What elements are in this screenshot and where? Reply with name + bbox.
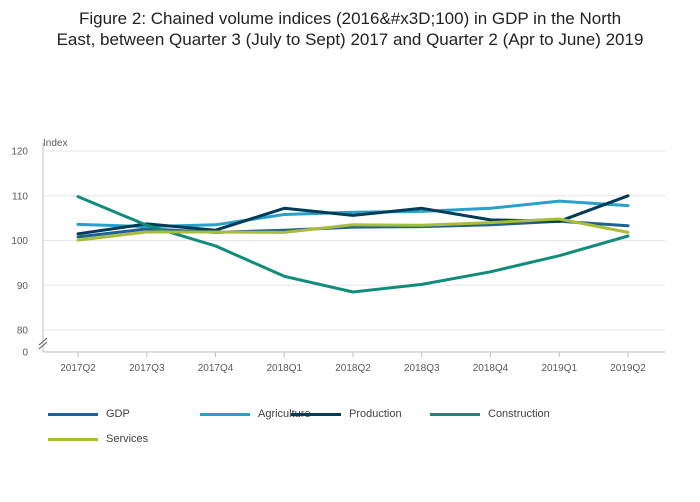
x-tick-label: 2018Q3 <box>404 363 440 374</box>
legend-item-services[interactable]: Services <box>48 429 148 449</box>
chart-title-line-2: East, between Quarter 3 (July to Sept) 2… <box>56 30 644 49</box>
y-tick-label: 120 <box>11 147 28 158</box>
series-lines <box>76 194 630 294</box>
legend-label: Agriculture <box>258 408 311 420</box>
y-tick-label: 100 <box>11 236 28 247</box>
legend-swatch <box>48 437 98 441</box>
chart-title-line-1: Figure 2: Chained volume indices (2016&#… <box>78 9 622 28</box>
x-tick-label: 2018Q4 <box>473 363 509 374</box>
x-tick-label: 2019Q2 <box>610 363 646 374</box>
legend-label: Services <box>106 433 149 445</box>
chart-title: Figure 2: Chained volume indices (2016&#… <box>0 8 700 50</box>
y-tick-label: 90 <box>17 281 29 292</box>
legend-swatch <box>291 412 341 416</box>
x-tick-label: 2018Q2 <box>335 363 371 374</box>
y-axis-ticks: 0 80 90 100 110 120 <box>11 147 28 359</box>
legend-label: Construction <box>488 408 550 420</box>
x-tick-label: 2017Q2 <box>60 363 96 374</box>
legend-swatch <box>48 412 98 416</box>
legend-swatch <box>200 412 250 416</box>
x-tick-label: 2018Q1 <box>266 363 302 374</box>
legend-label: GDP <box>106 408 130 420</box>
legend-item-construction[interactable]: Construction <box>430 404 550 424</box>
series-line-services <box>76 217 630 242</box>
axis-break-mark <box>38 341 48 350</box>
y-axis-label: Index <box>43 138 67 149</box>
legend-label: Production <box>349 408 402 420</box>
y-tick-label: 110 <box>12 191 28 202</box>
gridlines <box>38 143 665 353</box>
axis-break-mark <box>38 337 48 346</box>
x-tick-label: 2017Q4 <box>198 363 234 374</box>
x-axis-ticks: 2017Q2 2017Q3 2017Q4 2018Q1 2018Q2 2018Q3 2018… <box>60 352 646 374</box>
legend-item-gdp[interactable]: GDP <box>48 404 130 424</box>
y-tick-label: 80 <box>17 326 29 337</box>
x-tick-label: 2017Q3 <box>129 363 165 374</box>
legend-item-agriculture[interactable]: Agriculture <box>200 404 311 424</box>
legend-swatch <box>430 412 480 416</box>
y-tick-label: 0 <box>22 348 28 359</box>
legend-item-production[interactable]: Production <box>291 404 402 424</box>
x-tick-label: 2019Q1 <box>541 363 577 374</box>
series-line-gdp <box>76 219 630 239</box>
